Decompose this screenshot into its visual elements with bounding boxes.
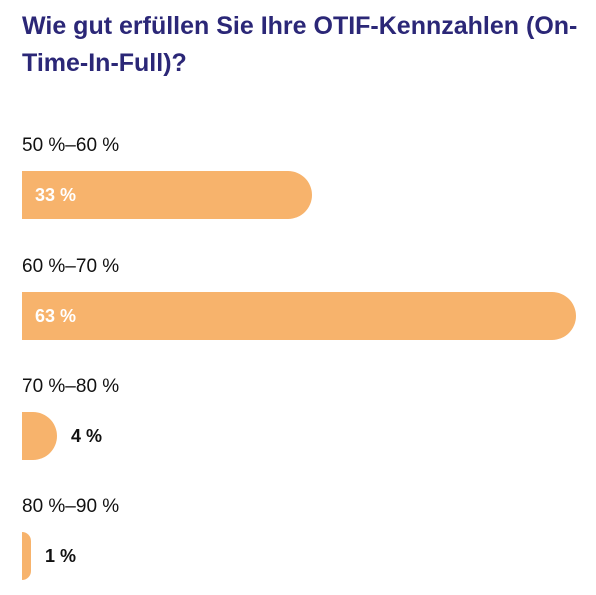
category-label: 70 %–80 % (22, 376, 120, 397)
category-label: 50 %–60 % (22, 135, 120, 156)
bar-track: 33 % (22, 171, 576, 219)
bar (22, 292, 576, 340)
bar-track: 1 % (22, 532, 576, 580)
value-label: 33 % (35, 185, 77, 205)
category-label: 60 %–70 % (22, 256, 120, 277)
bar-track: 63 % (22, 292, 576, 340)
bar-track: 4 % (22, 412, 576, 460)
bar (22, 532, 31, 580)
category-label: 80 %–90 % (22, 496, 120, 517)
value-label: 4 % (71, 426, 103, 446)
bar (22, 171, 312, 219)
value-label: 1 % (45, 546, 77, 566)
chart-title: Wie gut erfüllen Sie Ihre OTIF-Kennzahle… (22, 12, 578, 77)
value-label: 63 % (35, 306, 77, 326)
bar (22, 412, 57, 460)
